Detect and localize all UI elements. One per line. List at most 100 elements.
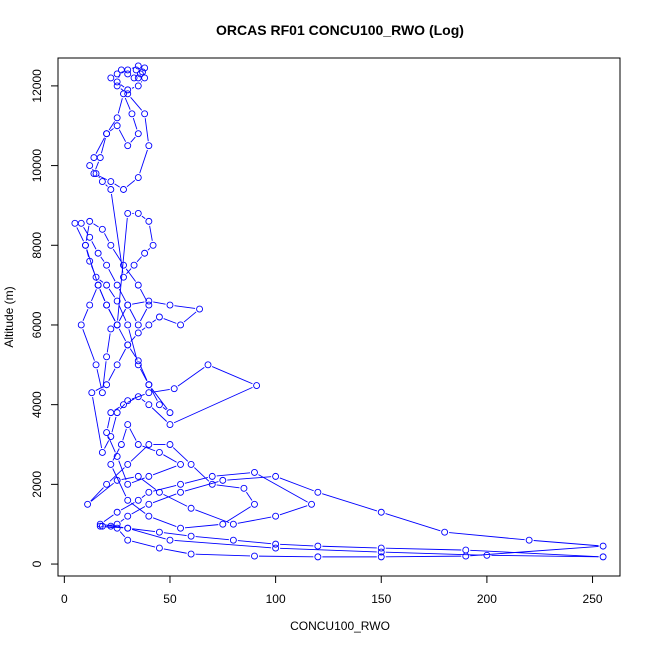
data-point [120,186,127,193]
data-point [134,393,142,401]
data-point [483,551,491,559]
data-point [134,321,142,329]
y-tick-label: 6000 [30,311,44,338]
data-point [187,504,195,512]
data-point [314,553,322,561]
series-segment [237,540,272,545]
data-point [113,508,121,516]
series-segment [108,368,116,381]
series-segment [141,478,157,490]
series-segment [173,386,253,424]
data-point [124,536,132,544]
data-point [77,219,85,227]
data-point [139,68,146,76]
data-point [107,325,115,333]
data-point [113,114,121,122]
series-segment [226,506,251,523]
series-segment [118,308,127,322]
data-point [145,401,153,409]
x-tick-label: 100 [266,592,286,606]
series-segment [533,540,599,547]
series-segment [385,555,462,558]
series-segment [130,447,146,462]
data-point [98,449,106,456]
data-point [96,522,104,530]
data-point [219,476,227,484]
data-point [166,536,174,544]
series-segment [120,518,125,522]
data-point [132,66,140,74]
series-segment [82,329,95,361]
x-tick-label: 50 [163,592,177,606]
series-segment [121,71,124,73]
data-point [98,522,106,530]
data-point [155,488,163,496]
data-point [103,480,111,488]
data-point [177,524,184,532]
data-point [92,273,100,281]
data-point [84,500,92,508]
series-segment [258,474,308,503]
data-point [170,385,178,393]
series-segment [151,388,168,410]
data-point [134,329,142,337]
series-segment [126,268,132,275]
data-point [103,429,111,437]
data-point [272,512,280,520]
series-segment [141,494,146,498]
series-segment [129,428,137,441]
series-segment [109,128,114,132]
data-point [120,90,127,98]
series-segment [132,301,145,305]
series-segment [246,491,253,501]
series-segment [108,121,116,131]
data-point [462,546,470,554]
data-point [155,528,163,536]
data-point [134,441,142,448]
data-point [113,409,121,417]
series-segment [385,513,441,532]
data-point [145,321,153,329]
data-point [130,74,138,82]
series-segment [92,397,103,449]
series-segment [139,364,148,381]
series-segment [100,256,105,262]
series-segment [104,233,110,242]
data-point [113,78,121,86]
data-point [166,301,174,309]
series-segment [258,555,314,558]
series-segment [280,543,314,547]
data-point [141,64,149,72]
data-point [130,261,138,269]
series-segment [131,477,145,484]
series-segment [174,305,196,309]
series-segment [117,98,123,114]
series-segment [151,407,168,422]
data-point [187,532,195,540]
series-segment [76,227,84,242]
data-point [187,460,195,468]
series-segment [93,223,99,228]
data-point [272,472,280,480]
series-segment [141,327,146,331]
series-segment [163,318,177,324]
data-point [525,536,533,544]
data-point [90,154,98,162]
data-point [107,74,115,82]
data-point [134,82,142,90]
series-segment [104,440,110,449]
data-point [251,500,258,508]
data-point [113,281,121,289]
series-segment [95,137,105,154]
data-point [145,512,153,520]
data-point [86,217,94,225]
series-segment [99,289,106,302]
data-point [107,178,115,185]
data-point [113,453,121,460]
series-segment [322,493,378,512]
data-point [120,401,127,409]
series-segment [279,477,314,492]
data-point [103,130,111,138]
data-point [103,301,111,309]
data-point [124,397,132,405]
